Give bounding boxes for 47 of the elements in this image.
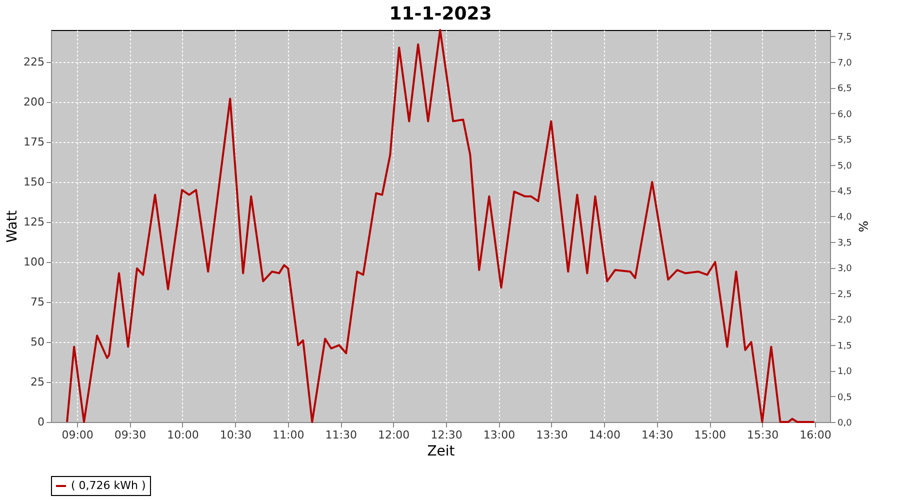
y-tick-label: 100 <box>24 256 44 268</box>
x-tick-label: 14:00 <box>588 428 621 442</box>
x-tick-label: 16:00 <box>800 428 832 442</box>
y2-tick-label: 1,5 <box>838 341 852 352</box>
y-tick-label: 25 <box>30 376 44 388</box>
y2-tick-label: 5,5 <box>838 136 852 146</box>
x-tick-label: 13:00 <box>483 428 516 442</box>
x-tick-label: 10:30 <box>220 428 252 442</box>
x-tick-label: 09:00 <box>62 428 94 442</box>
legend-label: ( 0,726 kWh ) <box>71 479 146 492</box>
y2-tick-label: 3,5 <box>838 238 852 248</box>
y-tick-label: 125 <box>24 216 44 228</box>
y2-tick-label: 1,0 <box>838 367 852 378</box>
y2-tick-label: 0,5 <box>838 392 852 403</box>
x-tick-label: 09:30 <box>114 428 146 442</box>
chart-title: 11-1-2023 <box>389 3 492 24</box>
y2-tick-label: 7,0 <box>838 58 852 68</box>
y2-axis-title: % <box>856 220 870 232</box>
x-tick-label: 10:00 <box>167 428 199 442</box>
x-tick-label: 11:00 <box>272 428 304 442</box>
line-series <box>66 29 816 423</box>
x-tick-label: 15:30 <box>746 428 779 442</box>
y2-tick-label: 6,5 <box>838 84 852 94</box>
y2-tick-label: 2,0 <box>838 316 852 326</box>
x-tick-label: 15:00 <box>694 428 726 442</box>
y-tick-label: 0 <box>38 416 44 428</box>
y2-tick-label: 7,5 <box>838 32 852 43</box>
y-tick-label: 175 <box>24 136 44 148</box>
x-tick-label: 11:30 <box>325 428 357 442</box>
y2-tick-label: 4,0 <box>838 212 852 223</box>
x-tick-label: 12:30 <box>430 428 462 442</box>
x-axis-title: Zeit <box>427 444 456 460</box>
y2-tick-label: 0,0 <box>838 418 852 428</box>
y-axis-title: Watt <box>4 210 21 243</box>
y2-tick-label: 2,5 <box>838 290 852 300</box>
y-tick-label: 225 <box>24 56 44 68</box>
y-tick-label: 50 <box>30 336 44 348</box>
x-tick-label: 14:30 <box>642 428 674 442</box>
y-tick-label: 150 <box>24 176 44 188</box>
y2-tick-label: 3,0 <box>838 264 852 274</box>
x-tick-label: 13:30 <box>536 428 568 442</box>
x-tick-label: 12:00 <box>378 428 410 442</box>
y-tick-label: 200 <box>24 96 44 108</box>
y-tick-label: 75 <box>30 296 44 308</box>
y2-tick-label: 5,0 <box>838 161 852 172</box>
y2-tick-label: 4,5 <box>838 187 852 198</box>
y2-tick-label: 6,0 <box>838 110 852 120</box>
